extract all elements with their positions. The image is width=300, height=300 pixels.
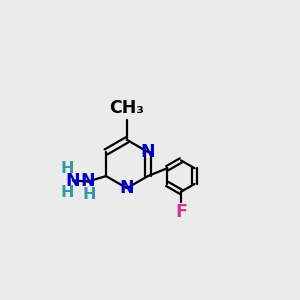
Text: H: H — [61, 161, 74, 176]
Text: F: F — [175, 203, 187, 221]
Text: N: N — [66, 172, 80, 190]
Text: N: N — [81, 172, 95, 190]
Text: H: H — [61, 185, 74, 200]
Text: CH₃: CH₃ — [110, 99, 144, 117]
Text: N: N — [140, 143, 155, 161]
Text: H: H — [82, 187, 96, 202]
Text: N: N — [120, 179, 134, 197]
